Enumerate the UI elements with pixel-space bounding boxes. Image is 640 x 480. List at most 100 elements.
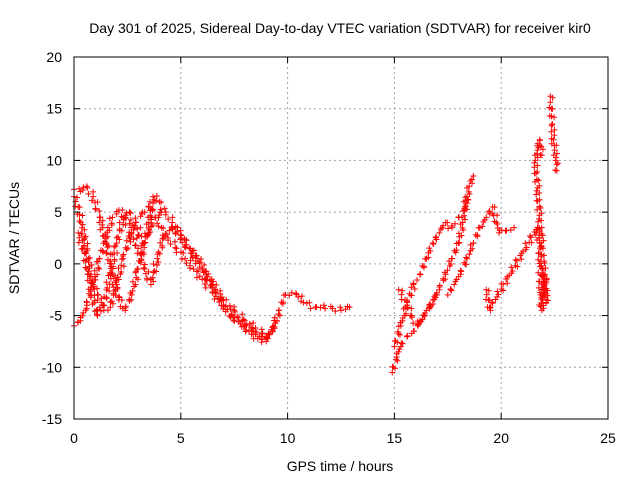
- data-point: [338, 307, 344, 314]
- data-point: [440, 275, 447, 282]
- data-point: [80, 184, 87, 191]
- data-point: [116, 226, 123, 233]
- data-point: [536, 196, 543, 203]
- data-point: [132, 242, 139, 249]
- data-point: [239, 311, 246, 318]
- data-point: [462, 203, 469, 210]
- data-point: [158, 199, 165, 206]
- data-point: [87, 294, 94, 301]
- data-point: [113, 240, 120, 247]
- data-point: [84, 240, 91, 247]
- data-point: [126, 220, 133, 227]
- data-point: [526, 233, 533, 240]
- data-point: [82, 250, 89, 257]
- data-point: [483, 214, 490, 221]
- data-point: [133, 235, 140, 242]
- data-point: [120, 216, 127, 223]
- data-point: [109, 214, 116, 221]
- x-tick-label: 15: [387, 430, 403, 446]
- data-point: [487, 304, 494, 311]
- data-point: [108, 298, 115, 305]
- data-point: [79, 237, 86, 244]
- series-track-b: [71, 193, 280, 343]
- data-point: [418, 318, 425, 325]
- data-point: [543, 280, 550, 287]
- data-point: [119, 207, 126, 214]
- data-point: [115, 265, 122, 272]
- data-point: [162, 233, 169, 240]
- data-point: [74, 194, 81, 201]
- data-point: [107, 275, 114, 282]
- grid-lines: [74, 57, 608, 419]
- data-point: [99, 217, 106, 224]
- data-point: [488, 299, 495, 306]
- data-point: [494, 220, 501, 227]
- x-tick-label: 0: [70, 430, 78, 446]
- data-point: [106, 281, 113, 288]
- data-point: [470, 172, 477, 179]
- data-point: [76, 217, 83, 224]
- data-point: [404, 304, 411, 311]
- data-point: [193, 252, 200, 259]
- data-point: [538, 262, 545, 269]
- data-point: [96, 219, 103, 226]
- data-point: [539, 232, 546, 239]
- data-point: [96, 214, 103, 221]
- data-point: [152, 214, 159, 221]
- axis-ticks: [73, 56, 609, 420]
- data-point: [240, 316, 247, 323]
- data-point: [534, 162, 541, 169]
- y-tick-label: 15: [46, 101, 62, 117]
- data-point: [395, 286, 402, 293]
- data-point: [77, 314, 84, 321]
- data-point: [496, 229, 503, 236]
- data-point: [533, 197, 540, 204]
- data-point: [172, 230, 179, 237]
- data-point: [451, 247, 458, 254]
- data-point: [111, 258, 118, 265]
- data-point: [110, 290, 117, 297]
- data-point: [549, 94, 556, 101]
- data-point: [322, 305, 329, 312]
- data-point: [541, 252, 548, 259]
- data-point: [420, 311, 427, 318]
- data-point: [91, 267, 98, 274]
- data-point: [90, 193, 97, 200]
- data-point: [451, 220, 458, 227]
- data-point: [537, 204, 544, 211]
- data-point: [145, 229, 152, 236]
- data-point: [494, 293, 501, 300]
- data-point: [531, 159, 538, 166]
- data-point: [406, 290, 413, 297]
- data-point: [169, 214, 176, 221]
- data-point: [223, 296, 230, 303]
- data-point: [410, 280, 417, 287]
- data-point: [87, 288, 94, 295]
- data-point: [500, 287, 507, 294]
- data-point: [401, 312, 408, 319]
- data-point: [444, 291, 451, 298]
- data-point: [91, 285, 98, 292]
- data-point: [306, 299, 313, 306]
- data-point: [466, 190, 473, 197]
- data-point: [504, 280, 511, 287]
- data-point: [271, 314, 278, 321]
- data-point: [238, 323, 245, 330]
- data-point: [84, 184, 91, 191]
- data-point: [155, 258, 162, 265]
- data-point: [455, 230, 462, 237]
- data-point: [399, 287, 406, 294]
- data-point: [489, 300, 496, 307]
- data-point: [123, 237, 130, 244]
- data-point: [535, 278, 542, 285]
- data-point: [145, 268, 152, 275]
- data-point: [389, 363, 396, 370]
- data-points: [71, 93, 561, 376]
- data-point: [448, 255, 455, 262]
- data-point: [82, 258, 89, 265]
- data-point: [123, 246, 130, 253]
- data-point: [410, 320, 417, 327]
- data-point: [548, 128, 555, 135]
- data-point: [91, 292, 98, 299]
- data-point: [288, 289, 295, 296]
